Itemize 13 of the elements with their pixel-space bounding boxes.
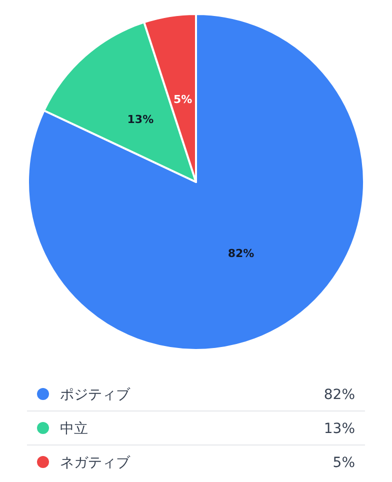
pie-slice <box>27 13 365 351</box>
legend-item: ポジティブ <box>37 387 130 403</box>
text: 5% <box>332 455 355 471</box>
legend-label: 中立 <box>60 421 88 437</box>
data-label: 82% <box>228 246 254 260</box>
legend-label: ネガティブ <box>60 455 131 471</box>
text: 13% <box>324 421 355 437</box>
legend-item: ネガティブ <box>37 455 130 471</box>
data-label: 13% <box>127 112 154 126</box>
text: 82% <box>324 387 355 403</box>
data-label: 5% <box>174 93 192 106</box>
legend-label: ポジティブ <box>60 387 131 403</box>
legend-item: 中立 <box>37 421 88 437</box>
